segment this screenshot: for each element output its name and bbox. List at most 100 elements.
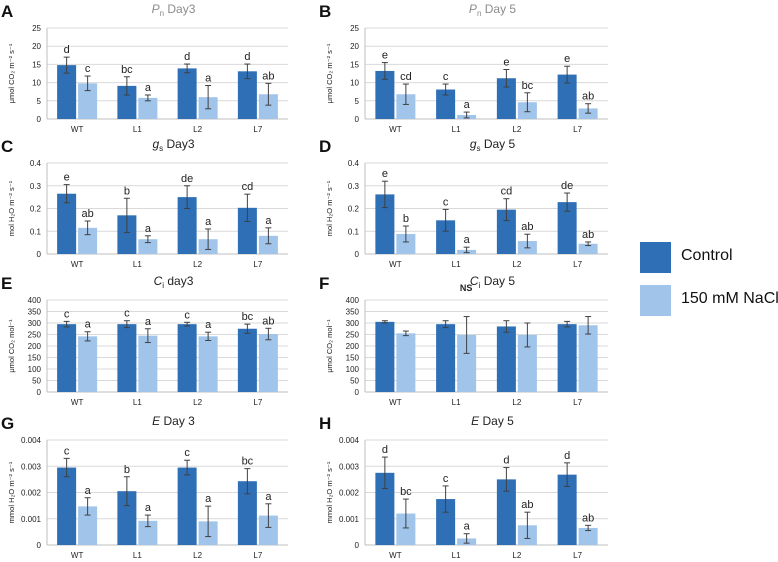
panel-h: 0 0.001 0.002 0.003 0.004 WT d bc L1 c a L2 d ab L7 d ab… bbox=[319, 414, 608, 560]
bar-control-l7 bbox=[557, 474, 577, 545]
y-tick-label: 0.4 bbox=[30, 159, 42, 168]
significance-letter: c bbox=[443, 473, 449, 485]
bar-control-l7 bbox=[237, 328, 257, 392]
significance-letter: e bbox=[564, 53, 570, 65]
bar-control-l1 bbox=[117, 85, 137, 119]
y-tick-label: 200 bbox=[28, 342, 42, 351]
significance-letter: d bbox=[184, 51, 190, 63]
bar-control-l2 bbox=[496, 209, 516, 254]
bar-control-l7 bbox=[557, 74, 577, 119]
y-tick-label: 0.2 bbox=[30, 205, 42, 214]
y-axis-label: mol H₂O m⁻² s⁻¹ bbox=[325, 180, 334, 236]
bar-nacl-l7 bbox=[578, 527, 598, 545]
y-tick-label: 0.004 bbox=[339, 436, 360, 445]
x-tick-label: L1 bbox=[452, 125, 461, 134]
significance-letter: a bbox=[205, 493, 212, 505]
panel-letter: F bbox=[319, 274, 329, 293]
title-rest: Day 5 bbox=[480, 274, 515, 288]
x-tick-label: L2 bbox=[512, 551, 521, 560]
significance-letter: a bbox=[145, 502, 152, 514]
significance-letter: cd bbox=[242, 181, 254, 193]
title-rest: Day 5 bbox=[481, 2, 516, 16]
bar-control-wt bbox=[57, 324, 77, 392]
bar-control-l2 bbox=[177, 197, 197, 254]
panel-title: Pn Day3 bbox=[152, 2, 196, 18]
y-tick-label: 0.1 bbox=[30, 227, 42, 236]
y-tick-label: 100 bbox=[28, 365, 42, 374]
title-symbol: C bbox=[470, 274, 479, 288]
bar-nacl-wt bbox=[78, 83, 98, 119]
y-tick-label: 0.2 bbox=[348, 205, 360, 214]
significance-letter: d bbox=[382, 444, 388, 456]
x-tick-label: L1 bbox=[133, 125, 142, 134]
y-tick-label: 400 bbox=[28, 296, 42, 305]
y-tick-label: 350 bbox=[346, 308, 360, 317]
x-tick-label: L1 bbox=[133, 551, 142, 560]
bar-control-wt bbox=[375, 70, 395, 119]
significance-letter: cd bbox=[501, 186, 513, 198]
y-tick-label: 20 bbox=[32, 42, 41, 51]
title-rest: Day 5 bbox=[479, 414, 514, 428]
y-axis-label: μmol CO₂ mol⁻¹ bbox=[325, 319, 334, 373]
significance-letter: ab bbox=[262, 315, 274, 327]
bar-nacl-wt bbox=[78, 227, 98, 254]
x-tick-label: L2 bbox=[193, 551, 202, 560]
significance-letter: ab bbox=[582, 512, 594, 524]
significance-letter: e bbox=[382, 168, 388, 180]
y-tick-label: 20 bbox=[350, 42, 359, 51]
x-tick-label: L2 bbox=[512, 260, 521, 269]
legend-label-control: Control bbox=[681, 247, 733, 264]
x-tick-label: WT bbox=[389, 125, 402, 134]
legend-swatch-nacl bbox=[640, 285, 671, 316]
bar-nacl-l2 bbox=[198, 336, 218, 392]
significance-letter: e bbox=[382, 50, 388, 62]
bar-nacl-l1 bbox=[138, 97, 158, 119]
bar-nacl-l1 bbox=[138, 520, 158, 545]
title-symbol: g bbox=[470, 137, 477, 151]
x-tick-label: L7 bbox=[253, 551, 262, 560]
significance-letter: bc bbox=[242, 311, 254, 323]
y-tick-label: 0.3 bbox=[30, 182, 42, 191]
panel-letter: D bbox=[319, 137, 331, 156]
bar-control-l1 bbox=[436, 324, 456, 392]
significance-letter: a bbox=[85, 485, 92, 497]
significance-letter: bc bbox=[121, 64, 133, 76]
title-symbol: g bbox=[152, 137, 159, 151]
panel-letter: G bbox=[1, 414, 14, 433]
y-tick-label: 0 bbox=[355, 388, 360, 397]
title-rest: Day 5 bbox=[481, 137, 516, 151]
bar-nacl-wt bbox=[396, 94, 416, 119]
y-axis-label: μmol CO₂ mol⁻¹ bbox=[7, 319, 16, 373]
significance-letter: b bbox=[403, 213, 409, 225]
y-tick-label: 150 bbox=[28, 354, 42, 363]
y-axis-label: mmol H₂O m⁻² s⁻¹ bbox=[7, 461, 16, 523]
significance-letter: a bbox=[145, 82, 152, 94]
y-tick-label: 400 bbox=[346, 296, 360, 305]
bar-control-l1 bbox=[117, 491, 137, 545]
y-axis-label: mmol H₂O m⁻² s⁻¹ bbox=[325, 461, 334, 523]
x-tick-label: WT bbox=[71, 260, 84, 269]
bar-control-wt bbox=[375, 194, 395, 254]
x-tick-label: L7 bbox=[253, 398, 262, 407]
x-tick-label: L1 bbox=[452, 398, 461, 407]
panel-title: Ci day3 bbox=[154, 274, 194, 290]
x-tick-label: WT bbox=[71, 398, 84, 407]
x-tick-label: L1 bbox=[133, 260, 142, 269]
panel-title: Ci Day 5 bbox=[470, 274, 515, 290]
x-tick-label: L7 bbox=[573, 260, 582, 269]
significance-letter: bc bbox=[400, 486, 412, 498]
bar-nacl-l7 bbox=[578, 325, 598, 392]
y-tick-label: 0.1 bbox=[348, 227, 360, 236]
panel-title: gs Day 5 bbox=[470, 137, 516, 153]
significance-letter: d bbox=[503, 455, 509, 467]
panel-d: 0 0.1 0.2 0.3 0.4 WT e b L1 c a L2 cd ab L7 de ab gs Day … bbox=[319, 137, 608, 269]
panel-g: 0 0.001 0.002 0.003 0.004 WT c a L1 b a L2 c a L7 bc a E … bbox=[1, 414, 288, 560]
bar-control-l1 bbox=[117, 324, 137, 392]
bar-control-wt bbox=[375, 321, 395, 392]
significance-letter: a bbox=[145, 316, 152, 328]
bar-control-l1 bbox=[436, 89, 456, 119]
y-tick-label: 300 bbox=[346, 319, 360, 328]
